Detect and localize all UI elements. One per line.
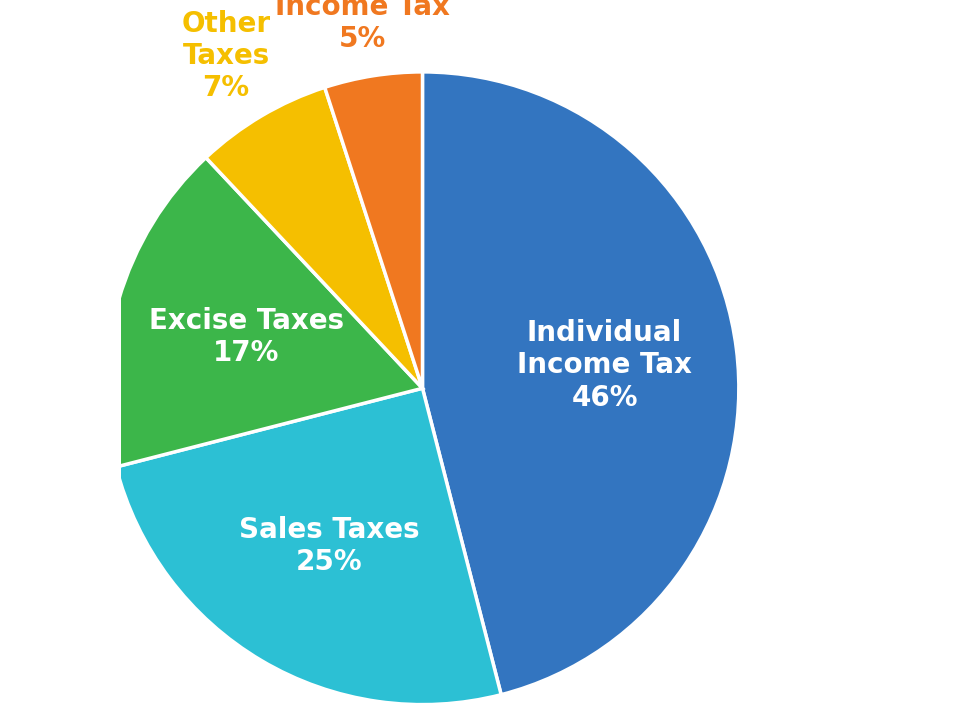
Text: Excise Taxes
17%: Excise Taxes 17%	[149, 307, 344, 367]
Wedge shape	[422, 72, 739, 695]
Wedge shape	[107, 157, 422, 467]
Wedge shape	[116, 388, 501, 705]
Text: Individual
Income Tax
46%: Individual Income Tax 46%	[517, 319, 692, 412]
Wedge shape	[324, 72, 422, 388]
Text: Other
Taxes
7%: Other Taxes 7%	[181, 9, 271, 102]
Wedge shape	[205, 88, 422, 388]
Text: Sales Taxes
25%: Sales Taxes 25%	[239, 516, 420, 577]
Text: Corporate
Income Tax
5%: Corporate Income Tax 5%	[275, 0, 449, 53]
